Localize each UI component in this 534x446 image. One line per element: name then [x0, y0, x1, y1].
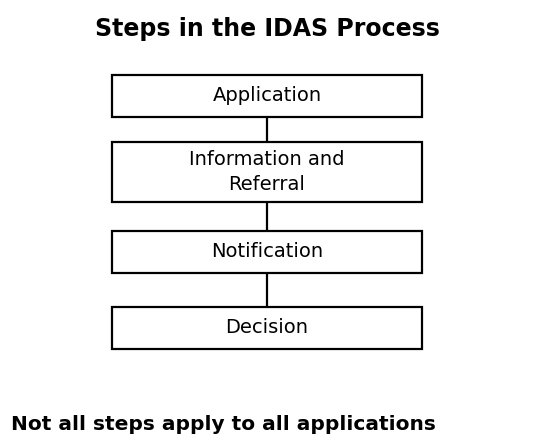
Text: Notification: Notification: [211, 243, 323, 261]
Bar: [112, 307, 422, 349]
Bar: [112, 142, 422, 202]
Bar: [112, 74, 422, 117]
Text: Information and
Referral: Information and Referral: [189, 150, 345, 194]
Bar: [112, 231, 422, 273]
Text: Steps in the IDAS Process: Steps in the IDAS Process: [95, 17, 439, 41]
Text: Not all steps apply to all applications: Not all steps apply to all applications: [11, 415, 436, 434]
Text: Decision: Decision: [225, 318, 309, 337]
Text: Application: Application: [213, 87, 321, 105]
